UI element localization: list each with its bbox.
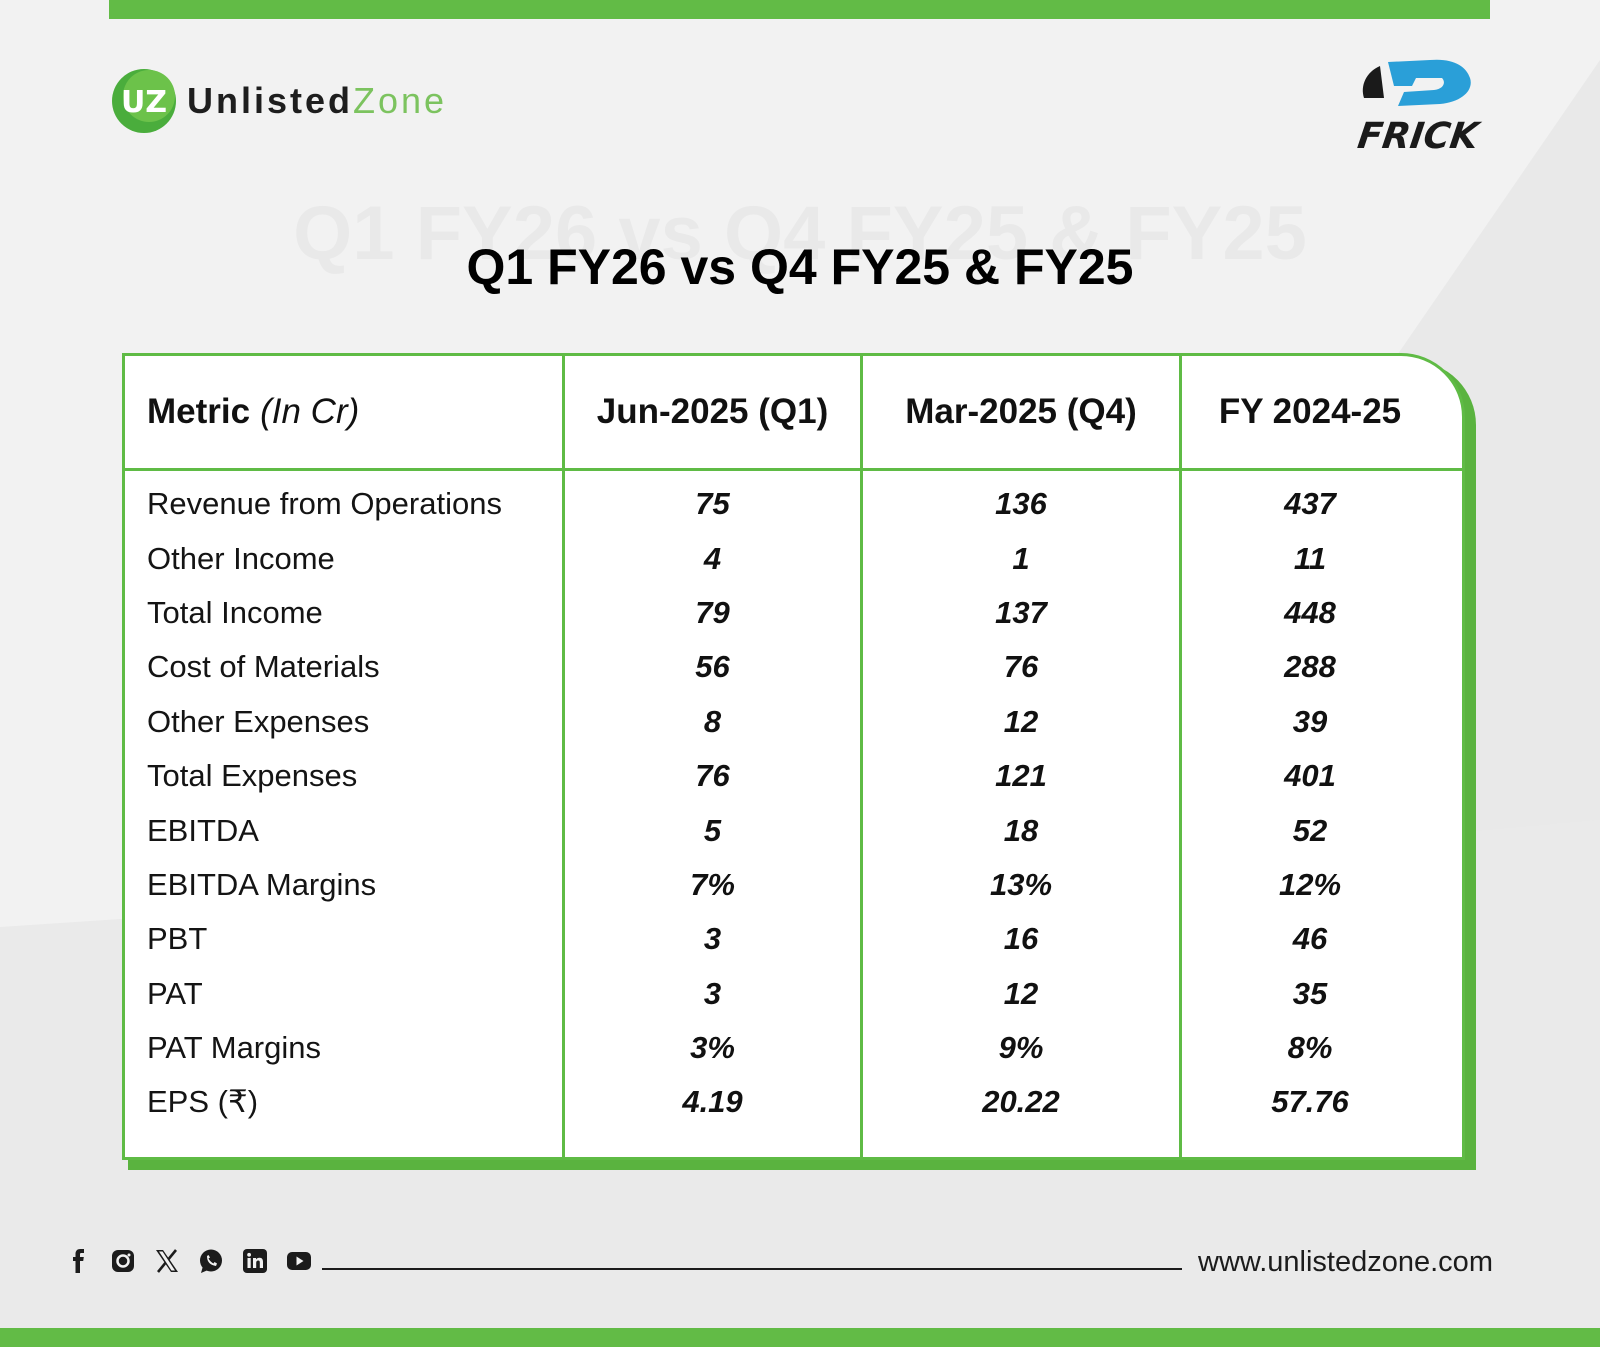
table-row: PBT 3 16 46: [125, 912, 1462, 966]
metric-value: 12: [1003, 703, 1039, 739]
metric-value: 5: [703, 812, 722, 848]
metric-label: EPS (₹): [147, 1084, 259, 1120]
metric-value: 12%: [1278, 866, 1342, 902]
social-icons: [66, 1248, 312, 1274]
header-metric-label: Metric: [147, 392, 251, 431]
column-divider: [860, 356, 863, 1157]
frick-logo-text: FRICK: [1355, 116, 1481, 157]
youtube-icon[interactable]: [286, 1248, 312, 1274]
metric-value: 79: [695, 594, 730, 630]
metric-label: Cost of Materials: [147, 649, 380, 685]
metric-label: Revenue from Operations: [147, 486, 502, 522]
metric-value: 3%: [690, 1030, 735, 1066]
website-link[interactable]: www.unlistedzone.com: [1198, 1246, 1493, 1278]
table-row: EBITDA Margins 7% 13% 12%: [125, 858, 1462, 912]
metric-value: 3: [703, 921, 722, 957]
brand-name-part2: Zone: [353, 80, 448, 121]
metric-value: 16: [1003, 921, 1039, 957]
metric-value: 9%: [998, 1030, 1044, 1066]
header-divider: [125, 468, 1462, 471]
svg-text:UZ: UZ: [121, 85, 167, 120]
table-row: Other Income 4 1 11: [125, 531, 1462, 585]
column-divider: [562, 356, 565, 1157]
facebook-icon[interactable]: [66, 1248, 92, 1274]
table-row: PAT 3 12 35: [125, 967, 1462, 1021]
metric-value: 8%: [1287, 1030, 1333, 1066]
table-row: PAT Margins 3% 9% 8%: [125, 1021, 1462, 1075]
whatsapp-icon[interactable]: [198, 1248, 224, 1274]
metric-value: 18: [1003, 812, 1039, 848]
instagram-icon[interactable]: [110, 1248, 136, 1274]
metric-value: 4.19: [682, 1084, 743, 1120]
metric-label: Total Income: [147, 594, 323, 630]
metric-value: 121: [995, 758, 1047, 794]
metric-label: PAT Margins: [147, 1030, 321, 1066]
x-icon[interactable]: [154, 1248, 180, 1274]
bottom-accent-bar: [0, 1328, 1600, 1347]
linkedin-icon[interactable]: [242, 1248, 268, 1274]
brand-name-part1: Unlisted: [187, 80, 354, 121]
metric-value: 288: [1284, 649, 1336, 685]
metric-value: 20.22: [982, 1084, 1060, 1120]
metric-value: 1: [1012, 540, 1030, 576]
page-title: Q1 FY26 vs Q4 FY25 & FY25: [466, 239, 1134, 295]
metric-value: 76: [695, 758, 730, 794]
metric-value: 7%: [690, 866, 735, 902]
financial-table: Metric (In Cr) Jun-2025 (Q1) Mar-2025 (Q…: [122, 353, 1465, 1160]
table-row: EBITDA 5 18 52: [125, 803, 1462, 857]
footer-divider: [322, 1268, 1182, 1270]
metric-value: 4: [703, 540, 722, 576]
top-accent-bar: [109, 0, 1490, 19]
metric-value: 35: [1292, 975, 1328, 1011]
metric-label: PAT: [147, 975, 203, 1011]
metric-value: 52: [1292, 812, 1328, 848]
metric-value: 136: [995, 486, 1047, 522]
metric-value: 11: [1293, 540, 1327, 576]
header-unit: (In Cr): [260, 392, 360, 431]
table-row: Total Income 79 137 448: [125, 586, 1462, 640]
metric-value: 12: [1003, 975, 1039, 1011]
metric-label: Other Expenses: [147, 703, 370, 739]
metric-value: 56: [695, 649, 730, 685]
table-row: Cost of Materials 56 76 288: [125, 640, 1462, 694]
table-row: Total Expenses 76 121 401: [125, 749, 1462, 803]
metric-value: 137: [995, 594, 1047, 630]
metric-value: 39: [1292, 703, 1328, 739]
table-row: Other Expenses 8 12 39: [125, 695, 1462, 749]
metric-value: 76: [1003, 649, 1039, 685]
metric-value: 3: [703, 975, 722, 1011]
header-q4: Mar-2025 (Q4): [905, 392, 1137, 431]
header-q1: Jun-2025 (Q1): [596, 392, 829, 431]
column-divider: [1179, 356, 1182, 1157]
table-body: Revenue from Operations 75 136 437 Other Inc…: [125, 477, 1462, 1130]
metric-label: EBITDA Margins: [147, 866, 377, 902]
metric-value: 437: [1284, 486, 1336, 522]
metric-value: 75: [695, 486, 730, 522]
metric-value: 448: [1284, 594, 1336, 630]
metric-value: 57.76: [1271, 1084, 1349, 1120]
unlistedzone-logo-icon: UZ: [112, 69, 176, 133]
header-fy: FY 2024-25: [1218, 392, 1402, 431]
metric-value: 8: [703, 703, 722, 739]
table-row: Revenue from Operations 75 136 437: [125, 477, 1462, 531]
unlistedzone-logo: UZ Unlisted Zone: [111, 68, 447, 134]
metric-label: EBITDA: [147, 812, 259, 848]
frick-logo-icon: [1362, 59, 1471, 106]
metric-label: Other Income: [147, 540, 335, 576]
header-metric: Metric (In Cr): [147, 356, 359, 468]
metric-value: 401: [1284, 758, 1336, 794]
metric-label: Total Expenses: [147, 758, 358, 794]
metric-label: PBT: [147, 921, 208, 957]
metric-value: 46: [1292, 921, 1328, 957]
table-row: EPS (₹) 4.19 20.22 57.76: [125, 1075, 1462, 1129]
metric-value: 13%: [989, 866, 1053, 902]
